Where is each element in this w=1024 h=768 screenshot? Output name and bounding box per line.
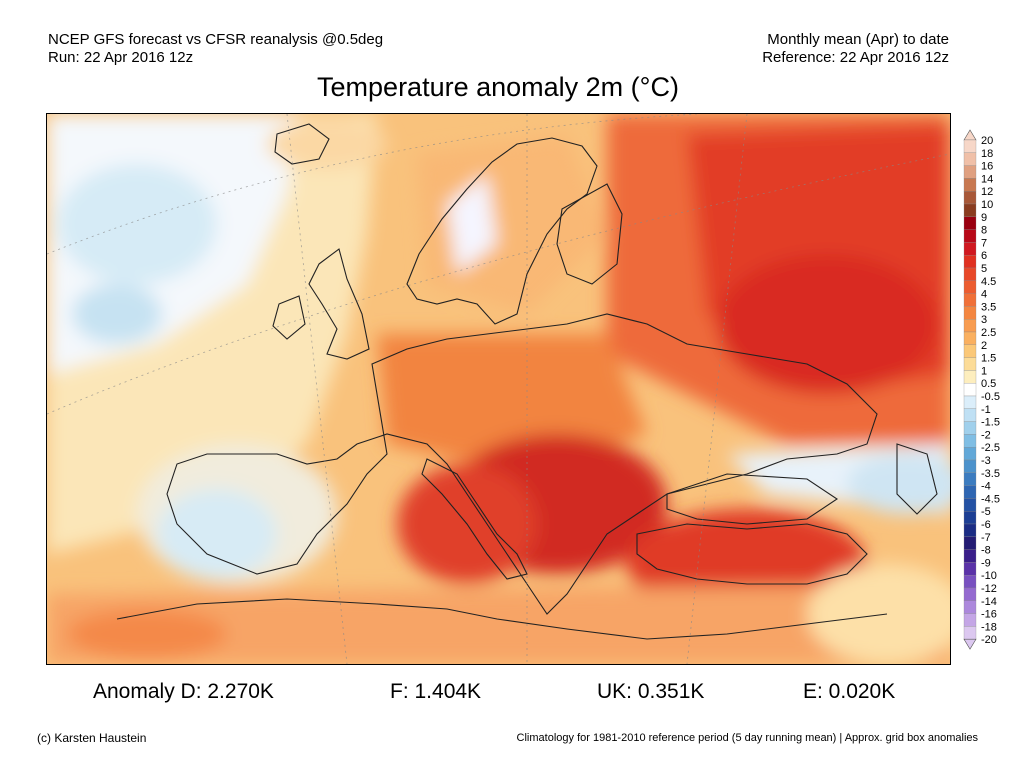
legend-label: 18 [981,148,993,160]
legend-label: -12 [981,583,997,595]
legend-swatch [963,229,977,243]
legend-swatch [963,498,977,512]
legend-swatch [963,293,977,307]
reference-label: Reference: 22 Apr 2016 12z [762,49,949,66]
legend-label: 7 [981,237,987,249]
credit-text: (c) Karsten Haustein [37,731,147,745]
legend-swatch [963,203,977,217]
period-label: Monthly mean (Apr) to date [767,31,949,48]
legend-label: 2.5 [981,327,996,339]
legend-label: 3 [981,314,987,326]
legend-cap-top [963,129,977,141]
legend-swatch [963,331,977,345]
legend-swatch [963,280,977,294]
anomaly-map [46,113,951,665]
legend-label: -2 [981,429,991,441]
legend-swatch [963,472,977,486]
legend-swatch [963,152,977,166]
legend-swatch [963,459,977,473]
legend-swatch [963,549,977,563]
legend-label: -1.5 [981,417,1000,429]
legend-label: 12 [981,186,993,198]
legend-label: -7 [981,532,991,544]
legend-swatch [963,395,977,409]
legend-swatch [963,421,977,435]
legend-swatch [963,357,977,371]
legend-swatch [963,485,977,499]
legend-label: -3 [981,455,991,467]
legend-label: 4 [981,289,987,301]
legend-cap-bottom [963,638,977,650]
legend-swatch [963,511,977,525]
legend-swatch [963,165,977,179]
legend-label: 8 [981,225,987,237]
legend-label: -0.5 [981,391,1000,403]
legend-label: 5 [981,263,987,275]
legend-swatch [963,536,977,550]
legend-label: -2.5 [981,442,1000,454]
legend-label: -8 [981,545,991,557]
graticule [47,114,950,664]
climatology-note: Climatology for 1981-2010 reference peri… [516,732,978,744]
legend-swatch [963,319,977,333]
legend-label: 0.5 [981,378,996,390]
legend-label: -18 [981,621,997,633]
legend-label: 1.5 [981,353,996,365]
anomaly-domain-stat: Anomaly D: 2.270K [93,680,274,703]
legend-label: 4.5 [981,276,996,288]
legend-swatch [963,267,977,281]
legend-swatch [963,408,977,422]
legend-label: 16 [981,161,993,173]
legend-swatch [963,216,977,230]
legend-label: -9 [981,557,991,569]
legend-swatch [963,383,977,397]
legend-label: 9 [981,212,987,224]
legend-swatch [963,575,977,589]
legend-label: -6 [981,519,991,531]
legend-swatch [963,587,977,601]
legend-label: -10 [981,570,997,582]
legend-label: -5 [981,506,991,518]
legend-label: 6 [981,250,987,262]
legend-label: 2 [981,340,987,352]
legend-label: 10 [981,199,993,211]
legend-swatch [963,255,977,269]
legend-label: 1 [981,365,987,377]
legend-label: -20 [981,634,997,646]
legend-swatch [963,562,977,576]
legend-label: 20 [981,135,993,147]
run-label: Run: 22 Apr 2016 12z [48,49,194,66]
legend-label: 14 [981,173,993,185]
legend-swatch [963,523,977,537]
legend-label: -14 [981,596,997,608]
legend-swatch [963,178,977,192]
header-left: NCEP GFS forecast vs CFSR reanalysis @0.… [48,31,383,67]
model-source-label: NCEP GFS forecast vs CFSR reanalysis @0.… [48,31,384,48]
legend-swatch [963,344,977,358]
anomaly-uk-stat: UK: 0.351K [597,680,705,703]
anomaly-france-stat: F: 1.404K [390,680,482,703]
legend-swatch [963,447,977,461]
legend-swatch [963,600,977,614]
color-legend: 20 18 16 14 12 10 9 8 7 6 5 4.5 4 3.5 3 2.5 2 1.5 1 0.5 -0.5… [959,128,1024,653]
legend-swatch [963,626,977,640]
legend-label: 3.5 [981,301,996,313]
legend-swatch [963,613,977,627]
map-title: Temperature anomaly 2m (°C) [317,72,679,102]
legend-swatch [963,139,977,153]
header-right: Monthly mean (Apr) to date Reference: 22… [762,31,949,67]
legend-label: -16 [981,609,997,621]
legend-label: -4 [981,481,991,493]
legend-swatch [963,306,977,320]
legend-swatch [963,191,977,205]
legend-swatch [963,370,977,384]
coastlines [116,123,938,640]
legend-label: -4.5 [981,493,1000,505]
legend-swatch [963,242,977,256]
legend-label: -3.5 [981,468,1000,480]
anomaly-europe-stat: E: 0.020K [803,680,896,703]
legend-label: -1 [981,404,991,416]
legend-swatch [963,434,977,448]
